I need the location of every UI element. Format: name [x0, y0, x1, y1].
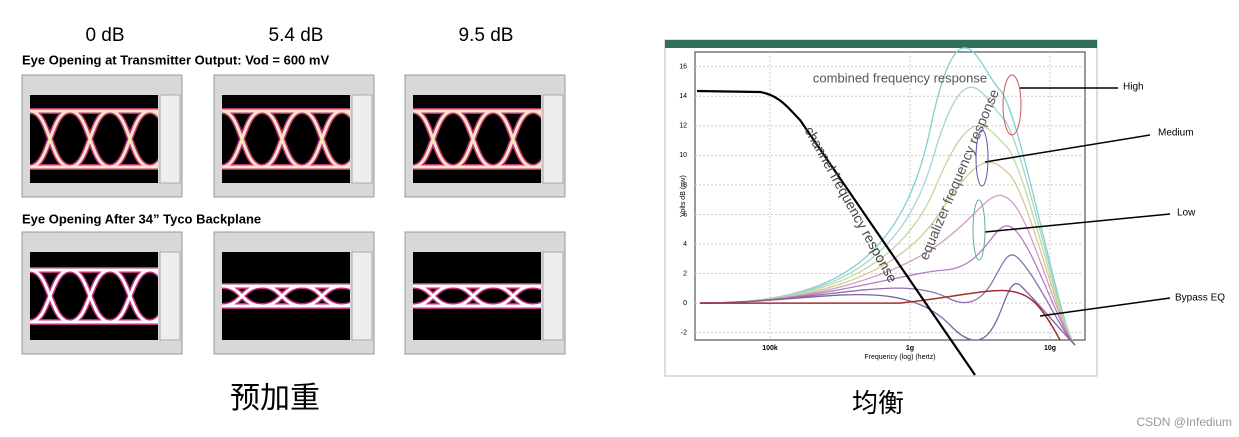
- marker-ellipse: [972, 199, 986, 261]
- eye-trace: [222, 109, 350, 169]
- y-tick-label: 8: [683, 182, 687, 189]
- eq-curve: [699, 125, 1076, 346]
- y-tick-label: -2: [681, 329, 687, 336]
- callout: Bypass EQ: [1175, 293, 1225, 304]
- eye-trace: [413, 284, 541, 308]
- x-tick-label: 1g: [906, 345, 914, 352]
- window-bar: [665, 40, 1097, 48]
- x-axis-label: Frequency (log) (hertz): [864, 354, 935, 361]
- scope-panel: [351, 94, 373, 184]
- watermark: CSDN @Infedium: [1136, 415, 1232, 429]
- eq-curve: [699, 161, 1076, 346]
- y-tick-label: 10: [679, 152, 687, 159]
- callout-arrows: [984, 87, 1171, 317]
- callout: High: [1123, 82, 1144, 93]
- eq-curve: [699, 194, 1076, 346]
- scope-panel: [542, 251, 564, 341]
- y-tick-label: 12: [679, 123, 687, 130]
- bypass-curve: [700, 289, 1061, 341]
- callout: Low: [1177, 208, 1196, 219]
- scope-panel: [159, 251, 181, 341]
- plot: 16 14 12 10 8 6 4 2 0 -2 100k 1g 10g: [679, 47, 1085, 376]
- plot-area: [694, 51, 1086, 341]
- caption: 均衡: [852, 389, 904, 419]
- x-tick-label: 10g: [1044, 345, 1056, 352]
- eq-curve: [699, 47, 1076, 346]
- annotation: combined frequency response: [813, 70, 987, 85]
- y-tick-label: 4: [683, 241, 687, 248]
- y-tick-label: 14: [679, 93, 687, 100]
- marker-ellipse: [1002, 74, 1022, 136]
- scope-panel: [159, 94, 181, 184]
- eye-trace: [222, 284, 350, 308]
- row-title: Eye Opening at Transmitter Output: Vod =…: [22, 52, 329, 67]
- marker-ellipse: [975, 129, 989, 187]
- column-label: 9.5 dB: [459, 25, 514, 46]
- caption: 预加重: [230, 381, 320, 416]
- row-title: Eye Opening After 34” Tyco Backplane: [22, 211, 261, 226]
- y-tick-label: 16: [679, 64, 687, 71]
- column-label: 0 dB: [85, 25, 124, 46]
- y-tick-label: 0: [683, 300, 687, 307]
- scope-panel: [542, 94, 564, 184]
- eq-curve: [699, 283, 1076, 346]
- eq-curve: [699, 254, 1076, 346]
- eye-diagrams: [21, 74, 566, 355]
- column-label: 5.4 dB: [269, 25, 324, 46]
- eye-trace: [30, 109, 158, 169]
- scope-panel: [351, 251, 373, 341]
- eq-curve: [699, 225, 1076, 346]
- callout: Medium: [1158, 128, 1194, 139]
- y-tick-label: 2: [683, 270, 687, 277]
- x-tick-label: 100k: [762, 345, 778, 352]
- channel-curve: [696, 89, 976, 376]
- eye-trace: [30, 268, 158, 324]
- eye-trace: [413, 109, 541, 169]
- y-axis-label: Volts dB (mv): [680, 175, 687, 217]
- y-tick-label: 6: [683, 211, 687, 218]
